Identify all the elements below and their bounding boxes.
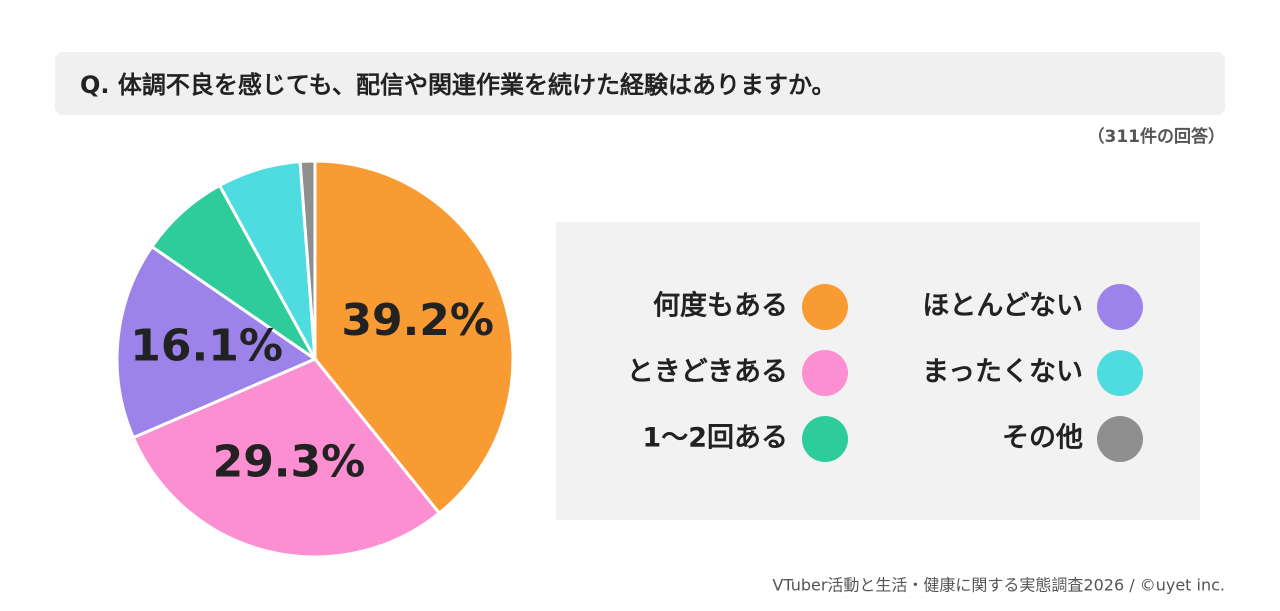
legend-label: 1〜2回ある: [642, 423, 788, 454]
legend-swatch: [1097, 284, 1143, 330]
legend-label: 何度もある: [653, 290, 788, 322]
pie-slice: [115, 244, 319, 440]
subtitle: （311件の回答）: [1088, 126, 1226, 147]
legend-swatch: [1097, 350, 1143, 396]
legend-swatch: [1097, 416, 1143, 462]
legend-swatch: [802, 416, 848, 462]
legend-label: ほとんどない: [922, 291, 1083, 322]
legend-swatch: [802, 284, 848, 330]
pie-slice: [313, 159, 515, 516]
title-box: [55, 52, 1225, 115]
data-label: 16.1%: [130, 320, 283, 371]
pie-slice: [298, 159, 317, 360]
legend-label: その他: [1002, 423, 1083, 454]
legend-box: [556, 222, 1200, 520]
source: VTuber活動と生活・健康に関する実態調査2026 / ©uyet inc.: [772, 576, 1225, 595]
chart-title: Q. 体調不良を感じても、配信や関連作業を続けた経験はありますか。: [80, 71, 835, 99]
pie-slice: [131, 357, 442, 559]
legend-label: ときどきある: [627, 357, 788, 388]
legend-swatch: [802, 350, 848, 396]
data-label: 39.2%: [341, 295, 494, 346]
data-label: 29.3%: [213, 437, 366, 488]
legend-label: まったくない: [922, 357, 1083, 388]
